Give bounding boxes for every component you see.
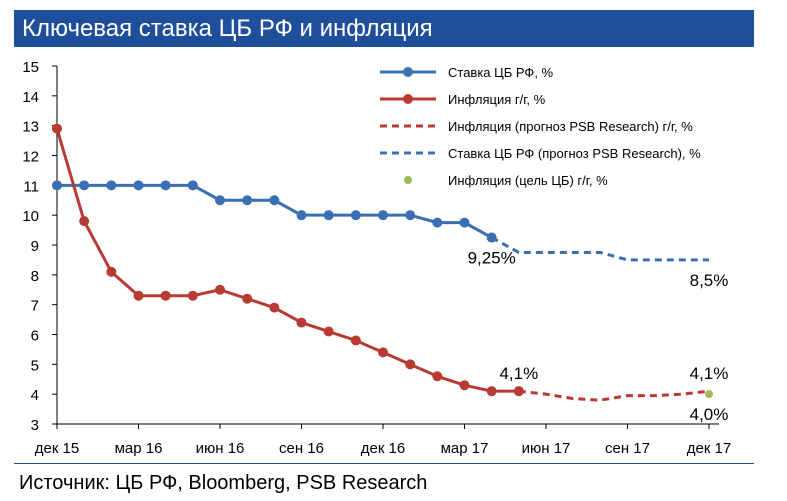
data-point-0 [215,195,225,206]
data-point-1 [486,386,497,397]
x-tick-label: дек 16 [361,440,406,457]
data-point-1 [187,290,198,301]
x-tick-label: июн 17 [522,440,571,457]
data-point-1 [269,302,280,313]
data-point-1 [215,284,225,295]
y-tick-label: 6 [31,328,39,345]
x-tick-label: июн 16 [196,440,245,457]
data-point-0 [133,180,144,191]
y-tick-label: 4 [31,387,39,404]
legend-label: Ставка ЦБ РФ, % [448,65,554,80]
y-tick-label: 7 [31,298,39,315]
data-point-1 [350,335,361,346]
data-point-0 [350,210,361,221]
legend-swatch [404,176,412,184]
data-point-1 [160,290,171,301]
data-point-0 [378,210,388,221]
data-point-0 [269,195,280,206]
x-tick-label: мар 17 [441,440,489,457]
legend-label: Инфляция (прогноз PSB Research) г/г, % [448,119,693,134]
chart-series [52,123,713,402]
data-point-0 [323,210,334,221]
y-tick-label: 13 [22,119,39,136]
data-point-0 [405,210,416,221]
y-tick-label: 12 [22,149,39,166]
chart-legend: Ставка ЦБ РФ, % Инфляция г/г, % Инфляция (… [380,65,701,188]
data-label: 9,25% [468,249,516,268]
series-line-0 [57,183,493,239]
data-point-1 [52,123,62,134]
source-note: Источник: ЦБ РФ, Bloomberg, PSB Research [19,472,428,494]
y-tick-label: 15 [22,59,39,76]
data-label: 4,1% [690,364,729,383]
data-point-0 [106,180,117,191]
x-tick-label: дек 15 [35,440,80,457]
data-point-1 [459,380,470,391]
legend-label: Инфляция (цель ЦБ) г/г, % [448,173,608,188]
x-tick-label: дек 17 [687,440,732,457]
data-point-1 [242,293,253,304]
data-point-0 [160,180,171,191]
data-point-1 [133,290,144,301]
data-point-1 [405,359,416,370]
data-point-1 [106,266,117,277]
series-line-2 [518,389,710,402]
data-point-0 [79,180,90,191]
chart-title: Ключевая ставка ЦБ РФ и инфляция [22,15,433,42]
y-tick-label: 5 [31,357,39,374]
data-point-4 [705,390,713,399]
x-axis-ticks: дек 15 мар 16 июн 16 сен 16 дек 16 мар 17 июн … [35,424,732,457]
y-tick-label: 8 [31,268,39,285]
y-tick-label: 3 [31,417,39,434]
x-tick-label: сен 16 [279,440,324,457]
y-tick-label: 11 [23,178,39,195]
series-line-3 [490,236,709,262]
y-tick-label: 14 [22,89,39,106]
data-point-0 [459,217,470,228]
x-tick-label: сен 17 [605,440,650,457]
legend-label: Инфляция г/г, % [448,92,546,107]
data-point-1 [378,347,388,358]
chart-annotations: 9,25% 4,1% 8,5% 4,1% 4,0% [468,249,729,425]
legend-label: Ставка ЦБ РФ (прогноз PSB Research), % [448,146,701,161]
data-point-0 [242,195,253,206]
data-point-1 [323,326,334,337]
data-point-1 [79,216,90,227]
data-label: 8,5% [690,271,729,290]
data-point-0 [296,210,307,221]
data-point-0 [52,180,62,191]
data-point-1 [296,317,307,328]
title-bar: Ключевая ставка ЦБ РФ и инфляция [14,10,754,47]
data-label: 4,1% [499,364,538,383]
data-point-1 [432,371,443,382]
data-point-0 [187,180,198,191]
x-tick-label: мар 16 [115,440,163,457]
y-axis-ticks: 3 4 5 6 7 8 9 10 11 12 13 14 15 [22,59,57,434]
y-tick-label: 10 [22,208,39,225]
data-label: 4,0% [690,405,729,424]
footer-divider [14,463,754,464]
series-line-1 [55,128,519,393]
y-tick-label: 9 [31,238,39,255]
legend-marker [403,67,413,77]
data-point-0 [432,217,443,228]
legend-marker [403,94,413,104]
